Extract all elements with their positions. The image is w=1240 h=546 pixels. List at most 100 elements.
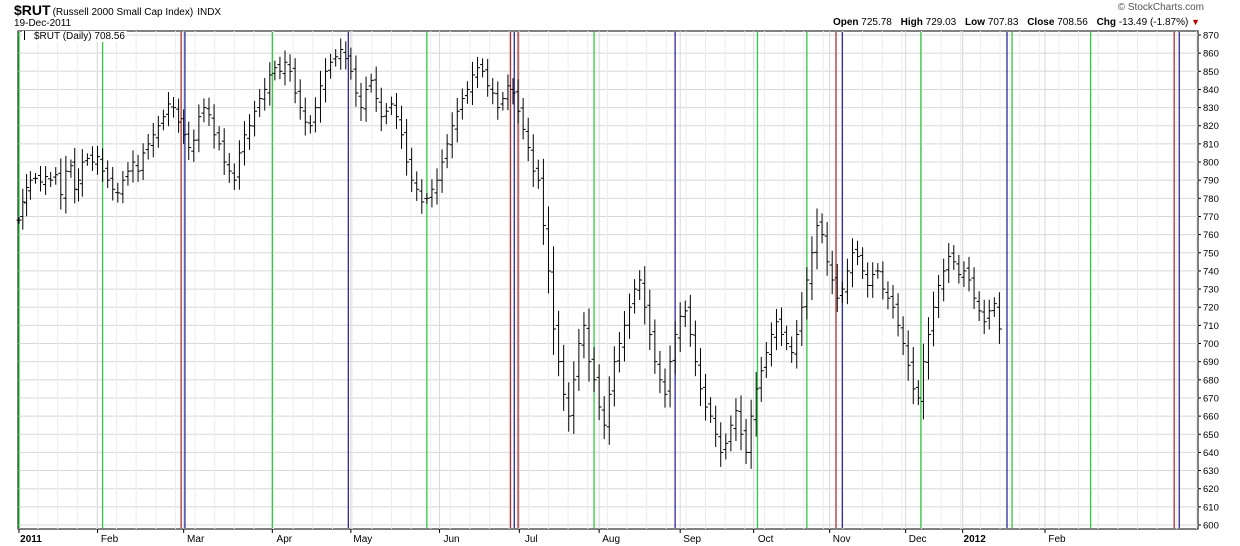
ohlc-bar xyxy=(632,279,638,314)
brand-watermark: © StockCharts.com xyxy=(1117,2,1204,13)
ohlc-bar xyxy=(338,38,344,70)
ohlc-bar xyxy=(449,112,455,159)
ohlc-bar xyxy=(692,320,698,377)
ohlc-bar xyxy=(586,308,592,382)
ohlc-bar xyxy=(76,168,82,202)
y-tick-label: 740 xyxy=(1203,266,1219,277)
ohlc-bar xyxy=(738,395,744,451)
ohlc-bar xyxy=(216,126,222,151)
ohlc-bar xyxy=(307,115,313,134)
ohlc-bar xyxy=(809,236,815,301)
ohlc-bar xyxy=(895,293,901,337)
ohlc-bar xyxy=(358,82,364,122)
x-tick-label: Jun xyxy=(443,534,459,545)
y-tick-label: 850 xyxy=(1203,67,1219,78)
ohlc-bar xyxy=(525,117,531,162)
ohlc-bar xyxy=(495,81,501,120)
ohlc-bar xyxy=(677,302,683,352)
ohlc-bar xyxy=(247,114,253,150)
x-tick-label: Oct xyxy=(758,534,774,545)
ohlc-bar xyxy=(763,342,769,378)
ohlc-bar xyxy=(282,50,288,86)
ohlc-bar xyxy=(556,310,562,377)
ohlc-bar xyxy=(226,152,232,183)
x-tick-label: Dec xyxy=(909,534,927,545)
x-tick-label: Mar xyxy=(187,534,205,545)
ohlc-bar xyxy=(125,162,131,186)
ohlc-bar xyxy=(621,311,627,362)
ohlc-bar xyxy=(779,307,785,347)
y-tick-label: 690 xyxy=(1203,357,1219,368)
ohlc-bar xyxy=(100,148,106,182)
ohlc-bar xyxy=(875,263,881,279)
ohlc-bar xyxy=(915,380,921,406)
ohlc-bar xyxy=(485,58,491,97)
ohlc-bar xyxy=(976,291,982,322)
ohlc-bar xyxy=(145,133,151,160)
ohlc-bar xyxy=(323,58,329,103)
ohlc-bar xyxy=(171,96,177,118)
ohlc-bar xyxy=(414,171,420,201)
ohlc-bar xyxy=(130,150,136,183)
ohlc-bar xyxy=(535,159,541,189)
y-tick-label: 650 xyxy=(1203,430,1219,441)
ohlc-bar xyxy=(16,216,22,224)
low-label: Low xyxy=(965,17,986,28)
ohlc-bar xyxy=(32,172,38,184)
x-axis: 2011 Feb Mar Apr May Jun Jul Aug Sep Oct Nov Dec 201… xyxy=(18,529,1066,545)
ohlc-bar xyxy=(160,109,166,131)
y-tick-label: 800 xyxy=(1203,158,1219,169)
open-label: Open xyxy=(832,17,859,28)
ohlc-bar xyxy=(708,397,714,424)
ohlc-bar xyxy=(566,382,572,432)
y-tick-label: 860 xyxy=(1203,49,1219,60)
ohlc-bar xyxy=(348,47,354,80)
ohlc-bar xyxy=(120,170,126,204)
ohlc-bar xyxy=(561,344,567,411)
legend-label: $RUT (Daily) 708.56 xyxy=(34,31,125,42)
ohlc-bar xyxy=(865,262,871,298)
ohlc-bar xyxy=(277,56,283,80)
ohlc-bar xyxy=(652,319,658,374)
y-tick-label: 670 xyxy=(1203,393,1219,404)
y-tick-label: 770 xyxy=(1203,212,1219,223)
down-triangle-icon: ▼ xyxy=(1191,17,1200,27)
ohlc-bar xyxy=(312,97,318,133)
ohlc-bar xyxy=(140,143,146,180)
open-value: 725.78 xyxy=(861,17,892,28)
y-tick-label: 790 xyxy=(1203,176,1219,187)
ohlc-bar xyxy=(986,299,992,330)
ohlc-bar xyxy=(839,281,845,304)
ohlc-bar xyxy=(297,79,303,120)
y-tick-label: 720 xyxy=(1203,303,1219,314)
ohlc-bar xyxy=(191,129,197,162)
ohlc-bar xyxy=(383,103,389,125)
ohlc-bar xyxy=(936,274,942,319)
ohlc-bar xyxy=(931,291,937,347)
ohlc-bar xyxy=(459,88,465,120)
ticker-symbol: $RUT xyxy=(14,2,51,18)
y-tick-label: 780 xyxy=(1203,194,1219,205)
ohlc-bar xyxy=(910,346,916,405)
high-label: High xyxy=(900,17,923,28)
y-tick-label: 750 xyxy=(1203,248,1219,259)
high-value: 729.03 xyxy=(925,17,957,28)
ohlc-bar xyxy=(662,368,668,408)
ohlc-bar xyxy=(287,54,293,82)
ohlc-bar xyxy=(601,396,607,440)
y-tick-label: 730 xyxy=(1203,285,1219,296)
ohlc-bar xyxy=(43,166,49,195)
ohlc-bar xyxy=(596,364,602,421)
y-tick-label: 610 xyxy=(1203,502,1219,513)
ohlc-bar xyxy=(424,193,430,204)
ohlc-bar xyxy=(956,254,962,284)
ohlc-bar xyxy=(804,267,810,320)
ohlc-bar xyxy=(155,115,161,148)
y-tick-label: 840 xyxy=(1203,85,1219,96)
x-tick-label: Feb xyxy=(1048,534,1066,545)
ohlc-bar xyxy=(768,322,774,367)
ohlc-bar xyxy=(743,419,749,465)
ohlc-bar xyxy=(302,97,308,136)
ohlc-bar xyxy=(490,78,496,105)
ohlc-bar xyxy=(79,149,85,197)
